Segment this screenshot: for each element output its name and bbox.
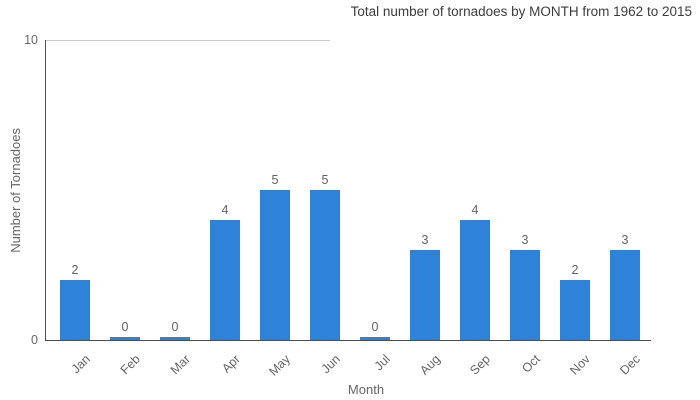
x-tick-label-aug: Aug xyxy=(417,352,443,378)
y-tick-label-0: 0 xyxy=(31,333,38,347)
x-tick-label-mar: Mar xyxy=(167,352,193,378)
x-tick-label-apr: Apr xyxy=(219,352,243,376)
y-axis-title: Number of Tornadoes xyxy=(2,40,28,340)
bar-dec[interactable] xyxy=(610,250,640,340)
bar-feb[interactable] xyxy=(110,337,140,340)
chart-title: Total number of tornadoes by MONTH from … xyxy=(350,4,692,19)
bar-may[interactable] xyxy=(260,190,290,340)
x-tick-label-jan: Jan xyxy=(68,352,93,377)
y-axis-title-text: Number of Tornadoes xyxy=(7,127,23,253)
y-axis-line xyxy=(45,40,46,340)
bar-value-label-oct: 3 xyxy=(521,233,529,247)
x-tick-label-sep: Sep xyxy=(467,352,493,378)
bar-value-label-jan: 2 xyxy=(71,263,79,277)
x-tick-label-may: May xyxy=(266,352,293,379)
bar-aug[interactable] xyxy=(410,250,440,340)
bar-value-label-dec: 3 xyxy=(621,233,629,247)
bar-oct[interactable] xyxy=(510,250,540,340)
x-tick-label-oct: Oct xyxy=(519,352,543,376)
bar-jun[interactable] xyxy=(310,190,340,340)
y-tick-label-10: 10 xyxy=(24,33,38,47)
top-gridline xyxy=(45,40,330,41)
x-tick-label-jul: Jul xyxy=(371,352,393,374)
bar-nov[interactable] xyxy=(560,280,590,340)
bar-value-label-aug: 3 xyxy=(421,233,429,247)
bar-value-label-jun: 5 xyxy=(321,173,329,187)
bar-jan[interactable] xyxy=(60,280,90,340)
bar-value-label-mar: 0 xyxy=(171,320,179,334)
x-axis-line xyxy=(45,340,651,341)
bar-value-label-sep: 4 xyxy=(471,203,479,217)
bar-apr[interactable] xyxy=(210,220,240,340)
x-axis-title: Month xyxy=(347,382,385,397)
x-tick-label-jun: Jun xyxy=(318,352,343,377)
x-tick-label-nov: Nov xyxy=(567,352,593,378)
bar-value-label-nov: 2 xyxy=(571,263,579,277)
bar-mar[interactable] xyxy=(160,337,190,340)
x-tick-label-feb: Feb xyxy=(117,352,143,378)
bar-value-label-jul: 0 xyxy=(371,320,379,334)
x-tick-label-dec: Dec xyxy=(617,352,643,378)
bar-value-label-feb: 0 xyxy=(121,320,129,334)
bar-value-label-apr: 4 xyxy=(221,203,229,217)
bar-value-label-may: 5 xyxy=(271,173,279,187)
bar-jul[interactable] xyxy=(360,337,390,340)
bar-sep[interactable] xyxy=(460,220,490,340)
